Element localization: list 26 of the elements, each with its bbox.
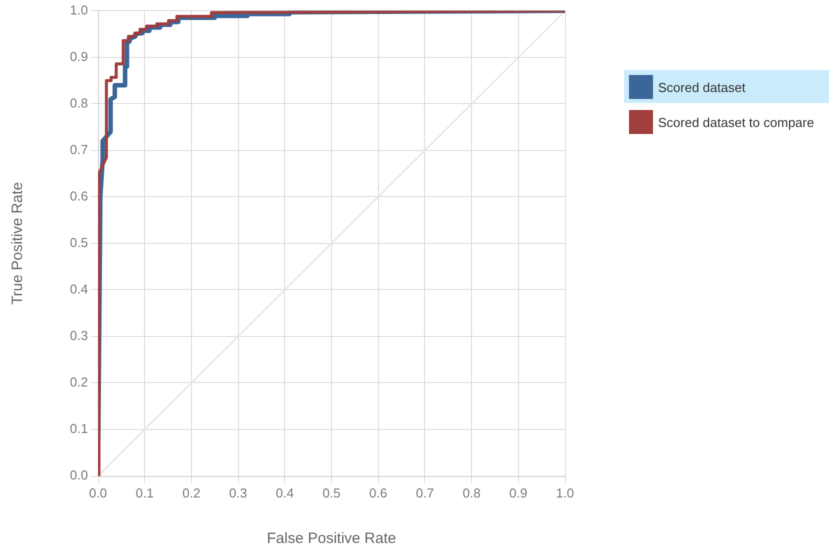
x-tick-label: 0.7 — [416, 485, 434, 500]
y-tick-label: 0.1 — [70, 421, 88, 436]
x-tick-label: 0.4 — [276, 485, 294, 500]
x-axis-title: False Positive Rate — [266, 530, 396, 548]
x-tick-label: 0.3 — [229, 485, 248, 500]
legend-label: Scored dataset to compare — [658, 115, 814, 131]
y-axis-title: True Positive Rate — [9, 182, 26, 305]
x-tick-label: 0.2 — [182, 485, 200, 500]
x-tick-label: 0.6 — [369, 485, 388, 500]
x-tick-label: 1.0 — [556, 485, 574, 500]
y-tick-label: 0.9 — [70, 48, 88, 64]
y-tick-label: 0.8 — [70, 95, 88, 110]
legend-label: Scored dataset — [658, 80, 746, 96]
y-tick-label: 0.6 — [70, 188, 88, 204]
x-tick-label: 0.8 — [462, 485, 481, 500]
y-tick-label: 0.3 — [70, 328, 88, 344]
y-tick-label: 0.5 — [70, 234, 88, 250]
y-tick-label: 0.7 — [70, 142, 88, 157]
x-tick-label: 0.0 — [88, 485, 108, 500]
y-tick-label: 1.0 — [70, 2, 88, 18]
x-tick-label: 0.5 — [322, 485, 341, 500]
y-tick-label: 0.0 — [70, 468, 88, 483]
y-tick-label: 0.2 — [70, 374, 88, 390]
x-tick-label: 0.9 — [509, 485, 528, 500]
y-tick-label: 0.4 — [70, 282, 88, 296]
x-tick-label: 0.1 — [136, 485, 154, 500]
